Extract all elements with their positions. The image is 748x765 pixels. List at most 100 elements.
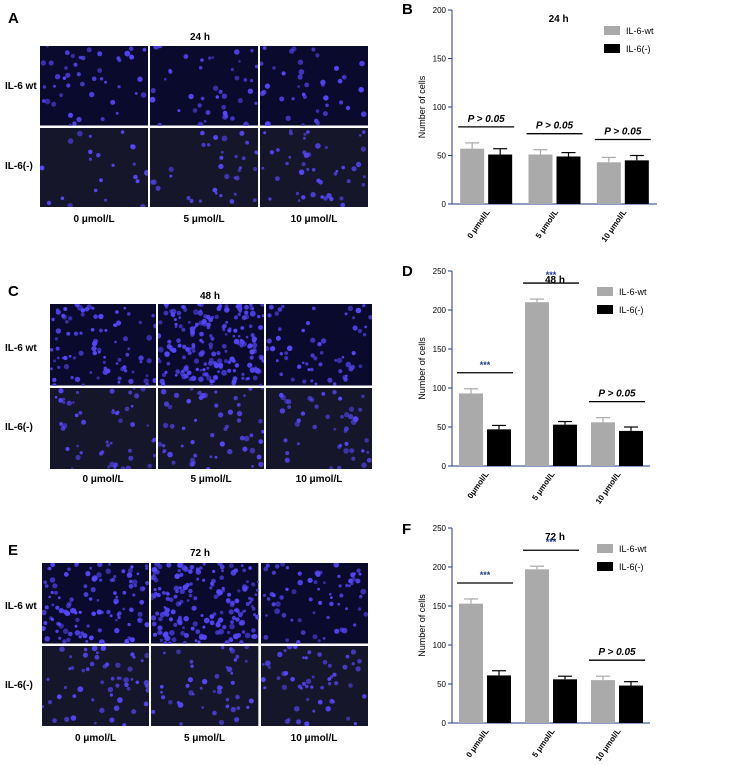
cell-nucleus: [207, 142, 211, 146]
cell-nucleus: [219, 440, 225, 447]
cell-nucleus: [269, 304, 274, 310]
cell-nucleus: [85, 666, 90, 671]
cell-nucleus: [206, 375, 212, 381]
col-label-a-0: 0 μmol/L: [73, 214, 115, 225]
cell-nucleus: [317, 699, 323, 705]
cell-nucleus: [52, 383, 57, 386]
cell-nucleus: [234, 49, 240, 55]
legend-swatch-ko: [597, 305, 613, 314]
cell-nucleus: [56, 693, 62, 699]
cell-nucleus: [89, 635, 94, 640]
cell-nucleus: [185, 347, 190, 352]
micro-title-c: 48 h: [199, 291, 220, 302]
cell-nucleus: [281, 71, 286, 76]
cell-nucleus: [47, 699, 53, 704]
cell-nucleus: [206, 366, 210, 370]
cell-nucleus: [65, 72, 71, 78]
cell-nucleus: [261, 359, 264, 363]
cell-nucleus: [161, 382, 166, 386]
cell-nucleus: [77, 685, 84, 692]
cell-nucleus: [297, 59, 304, 65]
cell-nucleus: [100, 117, 105, 122]
cell-nucleus: [221, 369, 227, 376]
cell-nucleus: [195, 367, 199, 372]
cell-nucleus: [347, 305, 353, 312]
cell-nucleus: [91, 611, 96, 617]
micrograph-tile-e-r0-c1: [151, 563, 259, 644]
cell-nucleus: [249, 304, 253, 307]
cell-nucleus: [97, 68, 103, 73]
cell-nucleus: [178, 602, 182, 606]
cell-nucleus: [225, 320, 229, 324]
cell-nucleus: [152, 621, 157, 627]
cell-nucleus: [189, 593, 193, 598]
cell-nucleus: [227, 409, 233, 415]
cell-nucleus: [202, 625, 206, 629]
cell-nucleus: [74, 624, 78, 628]
cell-nucleus: [249, 597, 255, 602]
cell-nucleus: [212, 374, 219, 381]
cell-nucleus: [89, 661, 95, 666]
micrograph-background: [151, 645, 259, 726]
cell-nucleus: [358, 86, 364, 93]
cell-nucleus: [109, 716, 115, 723]
cell-nucleus: [169, 617, 174, 622]
cell-nucleus: [249, 305, 254, 311]
cell-nucleus: [327, 676, 331, 681]
cell-nucleus: [66, 331, 71, 336]
cell-nucleus: [127, 312, 131, 316]
cell-nucleus: [202, 578, 206, 582]
cell-nucleus: [265, 563, 270, 568]
cell-nucleus: [166, 361, 171, 366]
cell-nucleus: [264, 614, 268, 617]
cell-nucleus: [249, 78, 254, 83]
micrograph-tile-a-r0-c0: [40, 46, 148, 126]
cell-nucleus: [280, 670, 287, 676]
cell-nucleus: [64, 716, 70, 722]
cell-nucleus: [301, 681, 306, 686]
chart-title: 72 h: [545, 532, 565, 543]
cell-nucleus: [293, 705, 300, 712]
cell-nucleus: [187, 599, 190, 602]
cell-nucleus: [95, 650, 99, 654]
cell-nucleus: [217, 370, 220, 373]
cell-nucleus: [42, 609, 47, 616]
cell-nucleus: [274, 311, 280, 316]
cell-nucleus: [83, 647, 88, 651]
cell-nucleus: [137, 617, 143, 624]
cell-nucleus: [197, 310, 204, 316]
cell-nucleus: [57, 365, 61, 369]
y-tick-label: 0: [442, 719, 447, 728]
cell-nucleus: [208, 345, 213, 350]
cell-nucleus: [69, 597, 74, 602]
cell-nucleus: [74, 630, 81, 636]
cell-nucleus: [233, 395, 238, 400]
cell-nucleus: [111, 409, 116, 414]
cell-nucleus: [286, 398, 292, 404]
row-label-a-wt: IL-6 wt: [5, 81, 37, 92]
cell-nucleus: [89, 371, 93, 374]
cell-nucleus: [222, 344, 227, 349]
cell-nucleus: [190, 664, 195, 668]
cell-nucleus: [113, 598, 119, 605]
cell-nucleus: [160, 638, 164, 642]
cell-nucleus: [200, 392, 206, 398]
cell-nucleus: [161, 443, 166, 447]
cell-nucleus: [348, 413, 354, 419]
cell-nucleus: [144, 652, 150, 658]
cell-nucleus: [219, 719, 225, 725]
cell-nucleus: [99, 578, 103, 582]
cell-nucleus: [107, 464, 111, 469]
cell-nucleus: [361, 448, 365, 453]
cell-nucleus: [129, 607, 134, 613]
col-label-a-2: 10 μmol/L: [290, 214, 338, 225]
cell-nucleus: [211, 56, 214, 59]
cell-nucleus: [42, 704, 45, 708]
cell-nucleus: [94, 721, 97, 725]
cell-nucleus: [134, 92, 138, 95]
cell-nucleus: [248, 566, 253, 570]
cell-nucleus: [297, 74, 303, 80]
cell-nucleus: [360, 588, 366, 595]
cell-nucleus: [252, 633, 258, 639]
cell-nucleus: [66, 400, 72, 406]
